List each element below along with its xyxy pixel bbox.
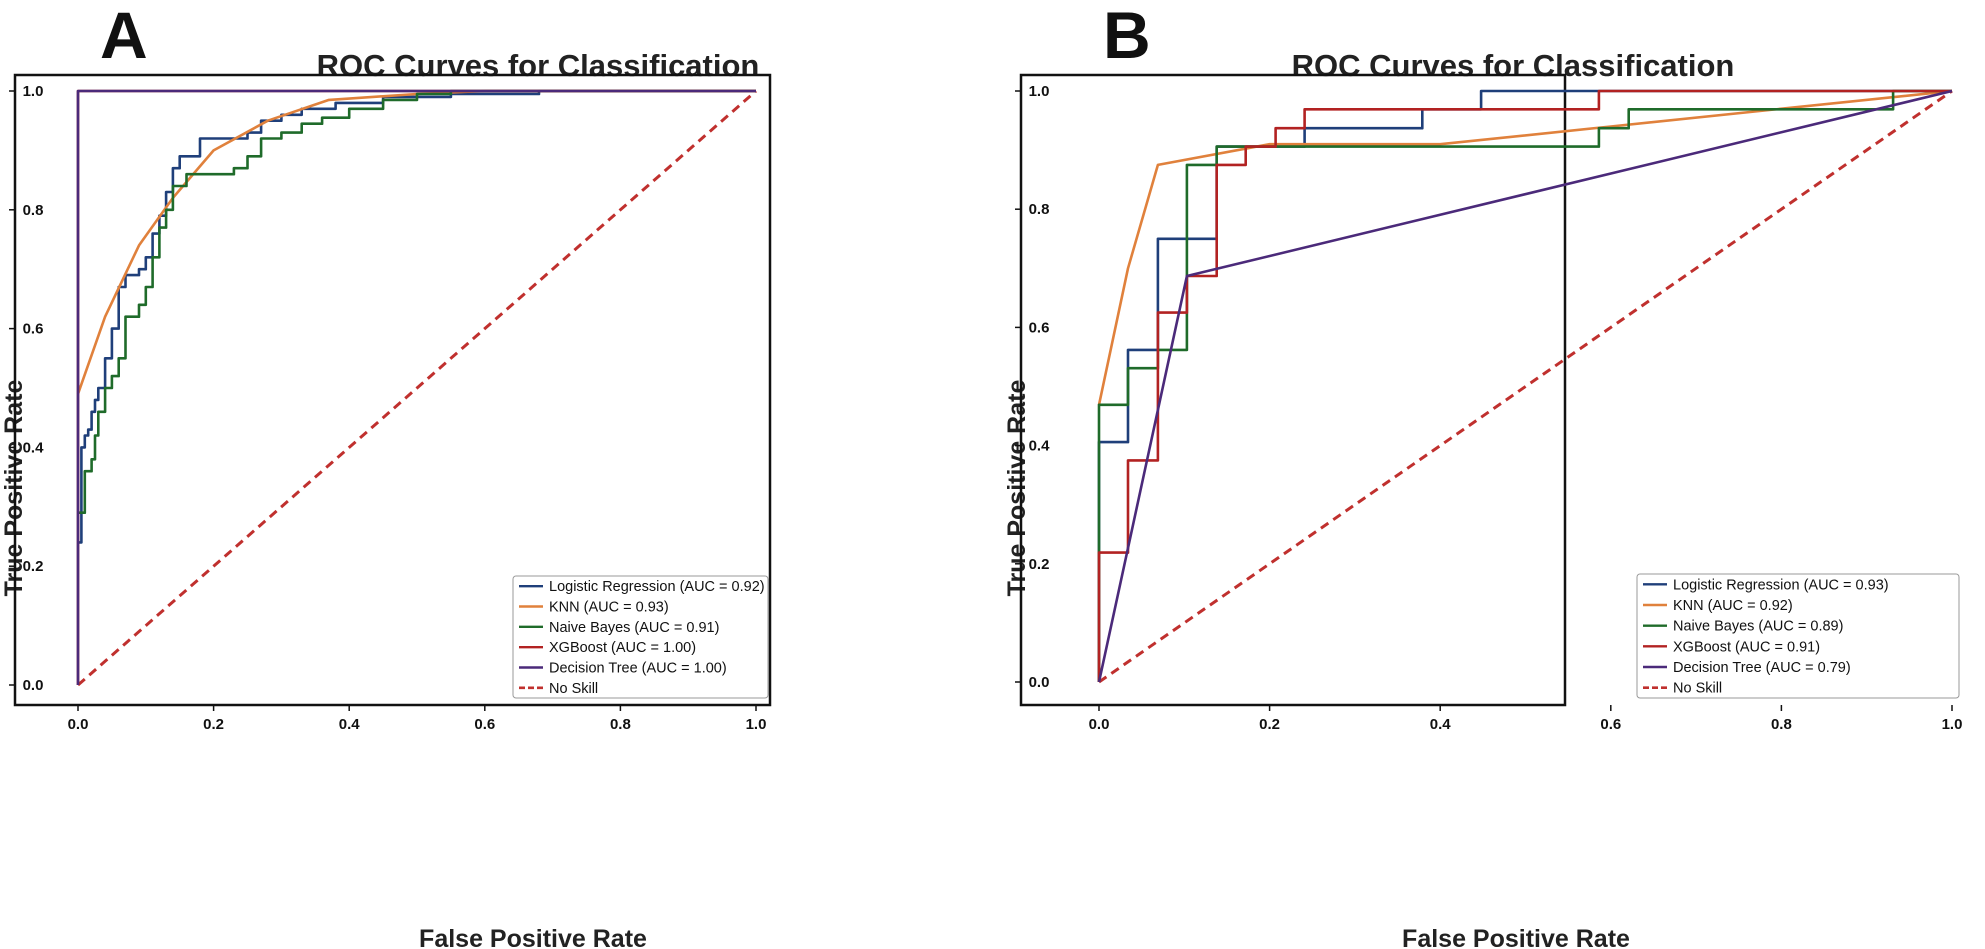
y-tick-label: 0.0 [23, 677, 44, 694]
chart-title-a: ROC Curves for Classification [317, 48, 760, 83]
series-line-naive-bayes [78, 89, 756, 515]
x-tick-label: 0.2 [203, 716, 224, 733]
y-tick-label: 1.0 [23, 83, 44, 100]
legend-label-xgboost: XGBoost (AUC = 0.91) [1673, 639, 1820, 655]
x-tick-label: 0.0 [68, 716, 89, 733]
legend-label-no-skill: No Skill [1673, 681, 1722, 697]
series-line-no-skill [77, 89, 757, 687]
x-tick-label: 0.8 [1771, 716, 1792, 733]
series-line-logistic-regression [78, 89, 756, 544]
series-line-knn [76, 89, 756, 395]
legend-b: Logistic Regression (AUC = 0.93) KNN (AUC… [1636, 573, 1960, 699]
y-tick-label: 1.0 [1029, 83, 1050, 100]
legend-label-knn: KNN (AUC = 0.93) [549, 600, 669, 616]
plot-frame-a [13, 73, 772, 707]
series-line-no-skill [1098, 89, 1953, 684]
chart-title-b: ROC Curves for Classification [1292, 48, 1735, 83]
x-tick-label: 0.8 [610, 716, 631, 733]
ticks-b: 0.0 0.2 0.4 0.6 0.8 1.0 0.0 0.2 0.4 0.6 0.8 1.0 [1015, 83, 1962, 733]
x-tick-label: 0.6 [474, 716, 495, 733]
y-tick-label: 0.4 [23, 439, 45, 456]
panel-a: A ROC Curves for Classification False Po… [0, 0, 772, 949]
x-axis-label-a: False Positive Rate [419, 925, 647, 949]
legend-a: Logistic Regression (AUC = 0.92) KNN (AUC… [512, 575, 769, 699]
y-tick-label: 0.2 [1029, 556, 1050, 573]
y-tick-label: 0.6 [1029, 319, 1050, 336]
x-tick-label: 1.0 [746, 716, 767, 733]
plot-frame-b [1019, 73, 1567, 707]
legend-label-naive-bayes: Naive Bayes (AUC = 0.89) [1673, 619, 1843, 635]
series-line-decision-tree [1097, 89, 1953, 683]
legend-box [1636, 573, 1960, 699]
y-axis-label-b: True Positive Rate [1003, 380, 1031, 597]
x-axis-label-b: False Positive Rate [1402, 925, 1630, 949]
y-tick-label: 0.2 [23, 558, 44, 575]
y-tick-label: 0.8 [23, 202, 44, 219]
panel-letter-a: A [100, 0, 148, 72]
legend-label-naive-bayes: Naive Bayes (AUC = 0.91) [549, 620, 719, 636]
x-tick-label: 0.0 [1089, 716, 1110, 733]
legend-label-logistic-regression: Logistic Regression (AUC = 0.93) [1673, 577, 1889, 593]
legend-box [512, 575, 769, 699]
y-tick-label: 0.0 [1029, 674, 1050, 691]
series-line-decision-tree [76, 89, 756, 685]
x-tick-label: 0.4 [1430, 716, 1452, 733]
series-line-knn [1097, 89, 1953, 406]
x-tick-label: 0.2 [1259, 716, 1280, 733]
panel-letter-b: B [1103, 0, 1151, 72]
legend-label-xgboost: XGBoost (AUC = 1.00) [549, 640, 696, 656]
legend-label-no-skill: No Skill [549, 681, 598, 697]
panel-b: B ROC Curves for Classification False Po… [1003, 0, 1962, 949]
legend-label-logistic-regression: Logistic Regression (AUC = 0.92) [549, 579, 765, 595]
x-tick-label: 1.0 [1942, 716, 1963, 733]
legend-label-knn: KNN (AUC = 0.92) [1673, 598, 1793, 614]
y-tick-label: 0.8 [1029, 201, 1050, 218]
y-tick-label: 0.6 [23, 321, 44, 338]
legend-label-decision-tree: Decision Tree (AUC = 1.00) [549, 661, 727, 677]
plot-area-a [13, 73, 772, 707]
series-line-xgboost [1097, 89, 1952, 682]
y-tick-label: 0.4 [1029, 438, 1051, 455]
x-tick-label: 0.4 [339, 716, 361, 733]
x-tick-label: 0.6 [1600, 716, 1621, 733]
ticks-a: 0.0 0.2 0.4 0.6 0.8 1.0 0.0 0.2 0.4 0.6 0.8 1.0 [9, 83, 766, 733]
plot-area-b [1019, 73, 1953, 707]
legend-label-decision-tree: Decision Tree (AUC = 0.79) [1673, 660, 1851, 676]
